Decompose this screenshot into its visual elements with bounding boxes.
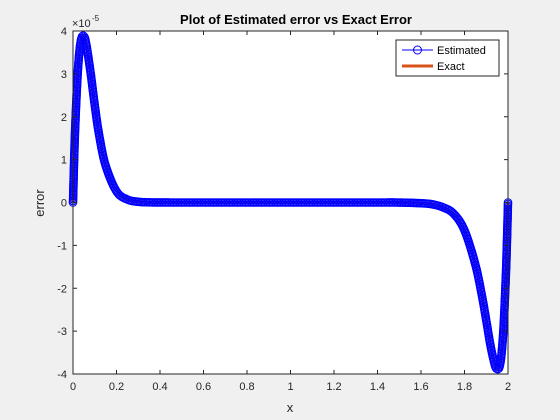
x-tick-label: 1.6 [413,381,428,393]
y-axis-label: error [32,189,47,217]
y-axis-exponent: ×10 -5 [72,14,100,30]
legend-marker-estimated [413,45,422,55]
y-exponent-base: ×10 [72,18,91,30]
x-tick-label: 0 [70,381,76,393]
x-tick-label: 1.2 [326,381,341,393]
estimated-marker [78,31,88,40]
x-tick-label: 0.4 [152,381,167,393]
x-tick-label: 0.2 [109,381,124,393]
legend-label-estimated: Estimated [437,45,486,57]
y-tick-label: -3 [57,326,67,338]
x-tick-label: 1.8 [457,381,472,393]
y-tick-label: -4 [57,369,67,381]
y-tick-label: 4 [61,26,67,38]
y-tick-label: 1 [61,155,67,167]
x-axis-label: x [287,400,294,415]
y-tick-label: -2 [57,283,67,295]
x-tick-label: 0.6 [196,381,211,393]
x-tick-label: 1 [287,381,293,393]
legend: Estimated Exact [395,39,500,77]
y-tick-label: 0 [61,198,67,210]
x-tick-label: 2 [505,381,511,393]
x-tick-label: 1.4 [370,381,385,393]
y-tick-label: 3 [61,69,67,81]
y-tick-label: -1 [57,240,67,252]
legend-box [395,39,500,77]
x-tick-label: 0.8 [239,381,254,393]
axes-box [72,30,509,375]
legend-label-exact: Exact [437,61,465,73]
chart-title: Plot of Estimated error vs Exact Error [180,12,412,27]
y-exponent-power: -5 [92,14,100,23]
y-tick-label: 2 [61,112,67,124]
